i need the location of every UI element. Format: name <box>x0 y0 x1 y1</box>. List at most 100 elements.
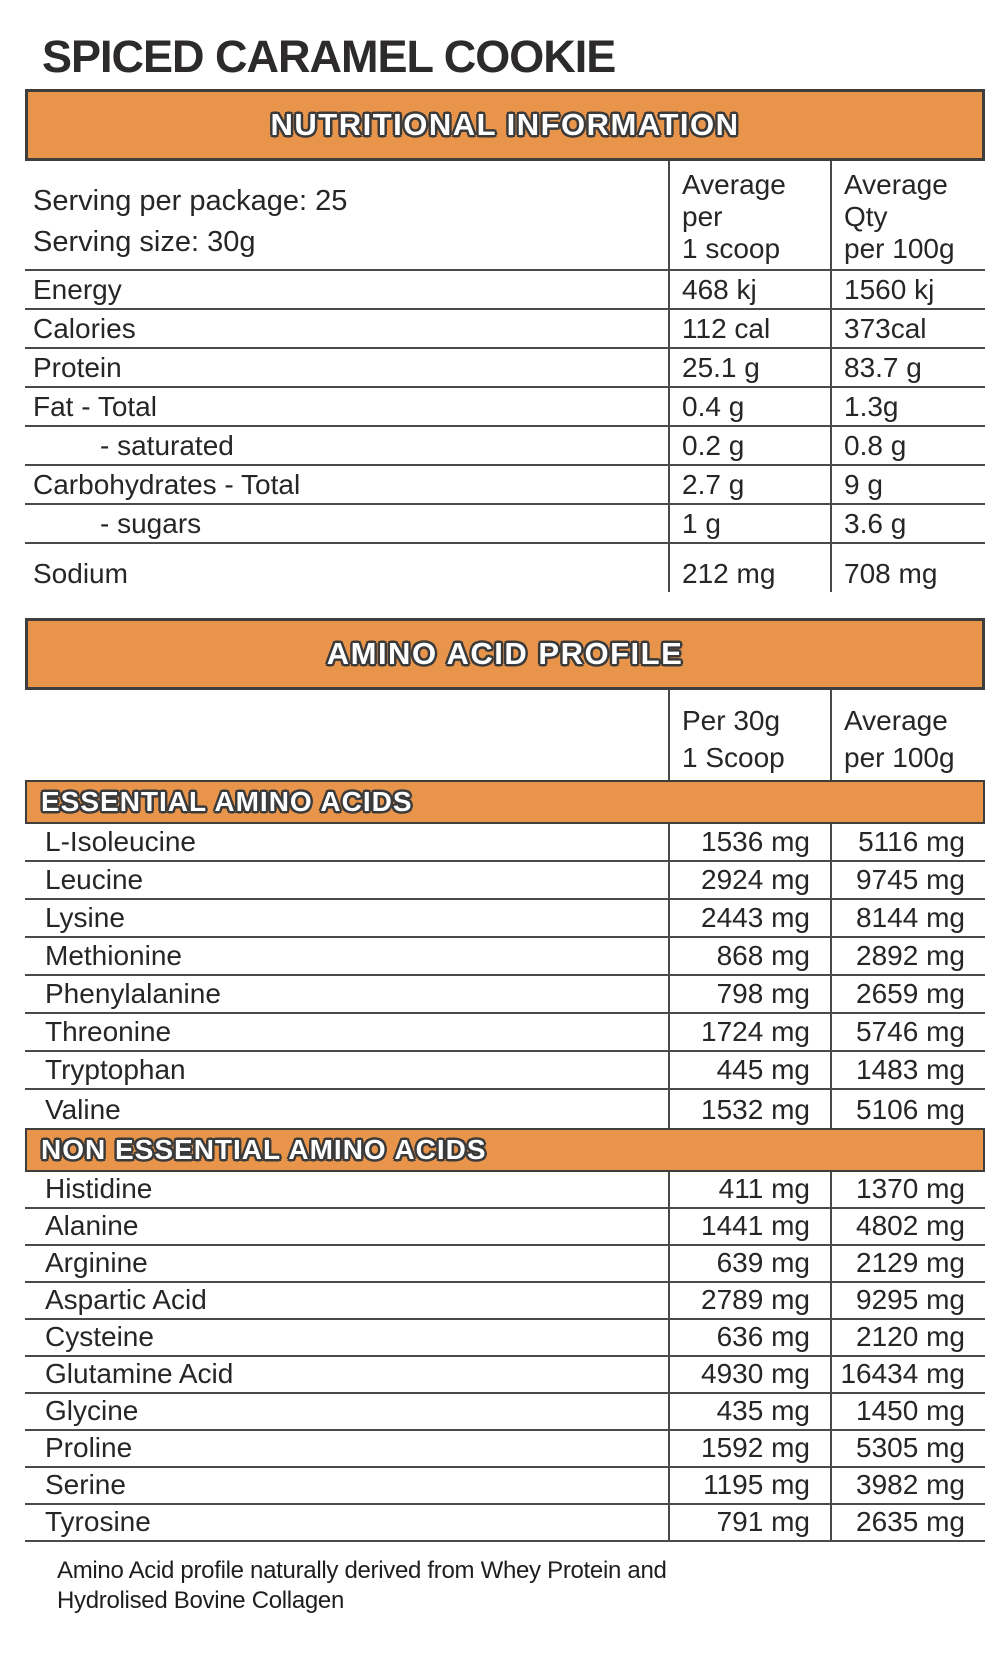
value-per-30g: 868 mg <box>668 938 830 976</box>
value-per-scoop: 0.2 g <box>668 427 830 466</box>
nutrient-label: Carbohydrates - Total <box>25 466 668 505</box>
nutrition-banner-title: NUTRITIONAL INFORMATION <box>270 107 740 142</box>
value-per-scoop: 468 kj <box>668 271 830 310</box>
non-essential-amino-row: Arginine 639 mg 2129 mg <box>25 1246 985 1283</box>
nutrient-label: Energy <box>25 271 668 310</box>
amino-acid-label: Cysteine <box>25 1320 668 1357</box>
value-per-scoop: 25.1 g <box>668 349 830 388</box>
amino-header-spacer <box>25 690 668 780</box>
non-essential-amino-row: Histidine 411 mg 1370 mg <box>25 1172 985 1209</box>
col-header-per-100g: Average per 100g <box>830 690 985 780</box>
value-per-100g: 5116 mg <box>830 824 985 862</box>
value-per-30g: 445 mg <box>668 1052 830 1090</box>
col-header-average-per-scoop: Average per 1 scoop <box>668 161 830 271</box>
value-per-100g: 9295 mg <box>830 1283 985 1320</box>
essential-amino-row: L-Isoleucine 1536 mg 5116 mg <box>25 824 985 862</box>
value-per-30g: 1441 mg <box>668 1209 830 1246</box>
nutrition-row: - sugars 1 g 3.6 g <box>25 505 985 544</box>
non-essential-amino-row: Serine 1195 mg 3982 mg <box>25 1468 985 1505</box>
non-essential-amino-row: Cysteine 636 mg 2120 mg <box>25 1320 985 1357</box>
nutrient-label: Calories <box>25 310 668 349</box>
non-essential-amino-row: Alanine 1441 mg 4802 mg <box>25 1209 985 1246</box>
value-per-100g: 2120 mg <box>830 1320 985 1357</box>
nutrition-row: - saturated 0.2 g 0.8 g <box>25 427 985 466</box>
non-essential-amino-row: Tyrosine 791 mg 2635 mg <box>25 1505 985 1542</box>
value-per-scoop: 112 cal <box>668 310 830 349</box>
page-title: SPICED CARAMEL COOKIE <box>42 31 616 82</box>
essential-amino-row: Methionine 868 mg 2892 mg <box>25 938 985 976</box>
amino-acid-label: Tryptophan <box>25 1052 668 1090</box>
value-per-30g: 2924 mg <box>668 862 830 900</box>
essential-amino-table: L-Isoleucine 1536 mg 5116 mg Leucine 2924 mg… <box>25 824 985 1128</box>
value-per-100g: 3.6 g <box>830 505 985 544</box>
serving-size: Serving size: 30g <box>33 226 256 259</box>
value-per-100g: 1370 mg <box>830 1172 985 1209</box>
value-per-100g: 2892 mg <box>830 938 985 976</box>
value-per-scoop: 212 mg <box>668 544 830 592</box>
amino-acid-label: Proline <box>25 1431 668 1468</box>
value-per-30g: 411 mg <box>668 1172 830 1209</box>
value-per-30g: 1195 mg <box>668 1468 830 1505</box>
nutrient-label: Protein <box>25 349 668 388</box>
value-per-100g: 2129 mg <box>830 1246 985 1283</box>
value-per-100g: 9 g <box>830 466 985 505</box>
value-per-100g: 3982 mg <box>830 1468 985 1505</box>
value-per-30g: 798 mg <box>668 976 830 1014</box>
amino-acid-label: Histidine <box>25 1172 668 1209</box>
amino-acid-label: Arginine <box>25 1246 668 1283</box>
value-per-scoop: 2.7 g <box>668 466 830 505</box>
value-per-30g: 4930 mg <box>668 1357 830 1394</box>
amino-acid-label: Serine <box>25 1468 668 1505</box>
nutrition-row: Energy 468 kj 1560 kj <box>25 271 985 310</box>
nutrition-section: NUTRITIONAL INFORMATION Serving per pack… <box>25 89 985 592</box>
col-header-average-qty-per-100g: Average Qty per 100g <box>830 161 985 271</box>
value-per-30g: 636 mg <box>668 1320 830 1357</box>
amino-acid-section: AMINO ACID PROFILE Per 30g 1 Scoop Avera… <box>25 618 985 1542</box>
nutrition-table: Energy 468 kj 1560 kj Calories 112 cal 373cal… <box>25 271 985 592</box>
essential-amino-row: Phenylalanine 798 mg 2659 mg <box>25 976 985 1014</box>
amino-source-footnote: Amino Acid profile naturally derived fro… <box>57 1557 667 1615</box>
amino-acid-label: Phenylalanine <box>25 976 668 1014</box>
col-header-per-30g: Per 30g 1 Scoop <box>668 690 830 780</box>
value-per-100g: 5746 mg <box>830 1014 985 1052</box>
amino-acid-label: L-Isoleucine <box>25 824 668 862</box>
nutrient-label: Sodium <box>33 558 128 589</box>
nutrition-banner: NUTRITIONAL INFORMATION <box>25 89 985 161</box>
value-per-100g: 16434 mg <box>830 1357 985 1394</box>
value-per-100g: 2659 mg <box>830 976 985 1014</box>
non-essential-amino-row: Glycine 435 mg 1450 mg <box>25 1394 985 1431</box>
value-per-100g: 373cal <box>830 310 985 349</box>
essential-amino-row: Threonine 1724 mg 5746 mg <box>25 1014 985 1052</box>
amino-acid-label: Methionine <box>25 938 668 976</box>
value-per-100g: 83.7 g <box>830 349 985 388</box>
essential-amino-row: Valine 1532 mg 5106 mg <box>25 1090 985 1128</box>
value-per-30g: 2789 mg <box>668 1283 830 1320</box>
nutrition-row: Protein 25.1 g 83.7 g <box>25 349 985 388</box>
amino-acid-label: Threonine <box>25 1014 668 1052</box>
non-essential-amino-row: Proline 1592 mg 5305 mg <box>25 1431 985 1468</box>
value-per-30g: 1592 mg <box>668 1431 830 1468</box>
non-essential-amino-banner-title: NON ESSENTIAL AMINO ACIDS <box>41 1134 487 1165</box>
nutrient-label: - sugars <box>25 505 668 544</box>
amino-acid-label: Glycine <box>25 1394 668 1431</box>
amino-acid-label: Aspartic Acid <box>25 1283 668 1320</box>
essential-amino-banner-title: ESSENTIAL AMINO ACIDS <box>41 786 413 817</box>
nutrition-label-sheet: SPICED CARAMEL COOKIE NUTRITIONAL INFORM… <box>0 34 1006 1616</box>
essential-amino-row: Leucine 2924 mg 9745 mg <box>25 862 985 900</box>
value-per-30g: 791 mg <box>668 1505 830 1542</box>
value-per-scoop: 0.4 g <box>668 388 830 427</box>
value-per-30g: 1536 mg <box>668 824 830 862</box>
amino-banner-title: AMINO ACID PROFILE <box>326 636 684 671</box>
non-essential-amino-row: Aspartic Acid 2789 mg 9295 mg <box>25 1283 985 1320</box>
value-per-30g: 639 mg <box>668 1246 830 1283</box>
value-per-100g: 1483 mg <box>830 1052 985 1090</box>
nutrition-row: Calories 112 cal 373cal <box>25 310 985 349</box>
serving-info: Serving per package: 25 Serving size: 30… <box>25 161 668 271</box>
amino-acid-label: Alanine <box>25 1209 668 1246</box>
essential-amino-banner: ESSENTIAL AMINO ACIDS <box>25 780 985 824</box>
value-per-100g: 5305 mg <box>830 1431 985 1468</box>
amino-banner: AMINO ACID PROFILE <box>25 618 985 690</box>
value-per-100g: 0.8 g <box>830 427 985 466</box>
essential-amino-row: Lysine 2443 mg 8144 mg <box>25 900 985 938</box>
